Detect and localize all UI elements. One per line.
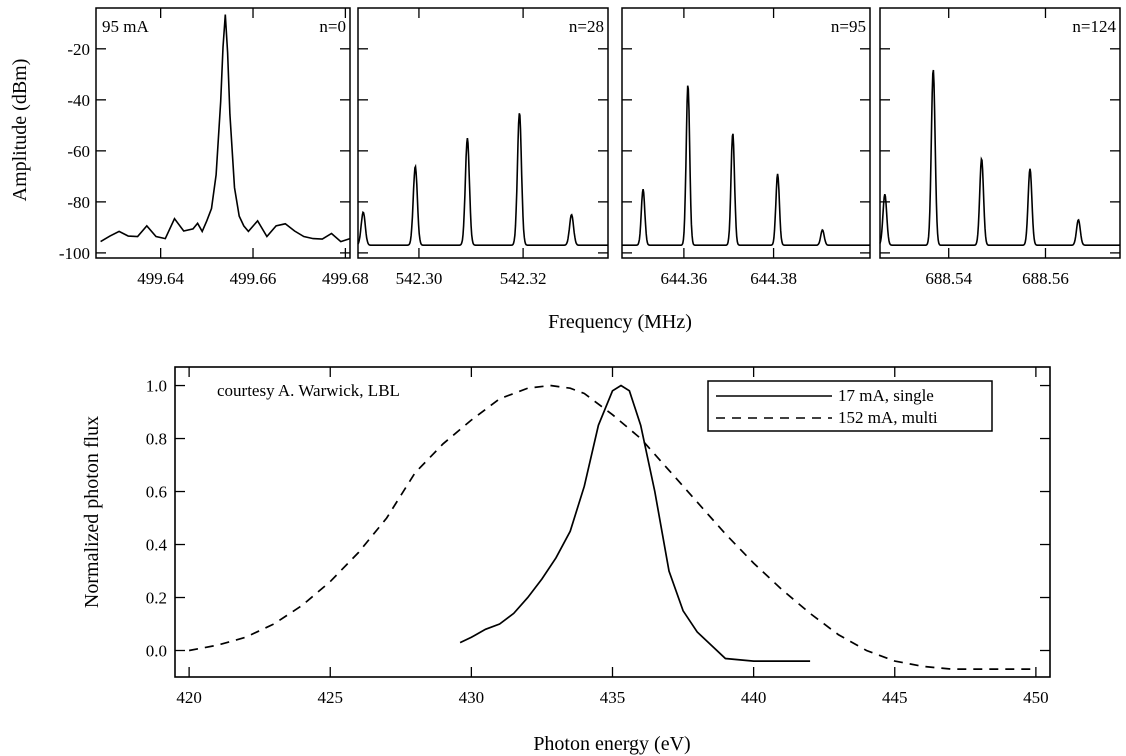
- x-tick-label: 688.54: [925, 269, 972, 288]
- legend-label-single: 17 mA, single: [838, 386, 934, 405]
- y-tick-label: -40: [67, 91, 90, 110]
- series-single-line: [459, 384, 811, 662]
- x-tick-label: 499.68: [322, 269, 369, 288]
- panel-frame: [95, 7, 351, 259]
- y-tick-label: 0.0: [146, 642, 167, 661]
- y-tick-label: 0.4: [146, 536, 168, 555]
- legend-box: [707, 380, 993, 432]
- y-tick-label: -80: [67, 193, 90, 212]
- y-tick-label: 0.2: [146, 589, 167, 608]
- spectrum-trace: [879, 69, 1120, 246]
- panel-frame: [621, 7, 871, 259]
- y-tick-label: 0.8: [146, 430, 167, 449]
- harmonic-label: n=95: [831, 17, 866, 36]
- top-xlabel: Frequency (MHz): [548, 311, 692, 333]
- x-tick-label: 445: [882, 688, 908, 707]
- panel-frame: [357, 7, 609, 259]
- top-panels: -20 -40 -60 -80 -100 499.64 499.66 499.68 n=0 95 …: [59, 7, 1121, 288]
- bottom-ylabel: Normalized photon flux: [81, 416, 103, 608]
- y-tick-label: -100: [59, 244, 90, 263]
- harmonic-label: n=28: [569, 17, 604, 36]
- spectrum-trace: [357, 113, 608, 246]
- y-tick-label: -60: [67, 142, 90, 161]
- bottom-panel: 420 425 430 435 440 445 450 0.0 0.2 0.4 0.6 0.8 1.0: [146, 366, 1051, 707]
- x-tick-label: 435: [600, 688, 626, 707]
- spectrum-panel-0: -20 -40 -60 -80 -100 499.64 499.66 499.68 n=0 95 …: [59, 7, 369, 288]
- bottom-xlabel: Photon energy (eV): [533, 733, 690, 755]
- x-tick-label: 425: [317, 688, 343, 707]
- spectrum-trace: [100, 14, 351, 243]
- x-tick-label: 450: [1023, 688, 1049, 707]
- y-tick-label: 0.6: [146, 483, 167, 502]
- x-tick-label: 499.66: [230, 269, 277, 288]
- spectrum-panel-2: 644.36 644.38 n=95: [621, 7, 871, 288]
- top-ylabel: Amplitude (dBm): [9, 59, 31, 202]
- current-label: 95 mA: [102, 17, 149, 36]
- y-tick-label: -20: [67, 40, 90, 59]
- harmonic-label: n=124: [1072, 17, 1116, 36]
- legend: 17 mA, single 152 mA, multi: [707, 380, 993, 432]
- series-multi-line: [188, 384, 1036, 670]
- spectrum-panel-3: 688.54 688.56 n=124: [879, 7, 1121, 288]
- harmonic-label: n=0: [319, 17, 346, 36]
- bottom-annotation: courtesy A. Warwick, LBL: [217, 381, 400, 400]
- legend-label-multi: 152 mA, multi: [838, 408, 938, 427]
- x-tick-label: 644.38: [750, 269, 797, 288]
- x-tick-label: 542.32: [500, 269, 547, 288]
- x-tick-label: 499.64: [137, 269, 184, 288]
- x-tick-label: 430: [459, 688, 485, 707]
- spectrum-panel-1: 542.30 542.32 n=28: [357, 7, 609, 288]
- panel-frame: [879, 7, 1121, 259]
- x-tick-label: 688.56: [1022, 269, 1069, 288]
- x-tick-label: 644.36: [661, 269, 708, 288]
- x-tick-label: 420: [176, 688, 202, 707]
- x-tick-label: 440: [741, 688, 767, 707]
- x-tick-label: 542.30: [396, 269, 443, 288]
- y-tick-label: 1.0: [146, 377, 167, 396]
- spectrum-trace: [622, 85, 870, 246]
